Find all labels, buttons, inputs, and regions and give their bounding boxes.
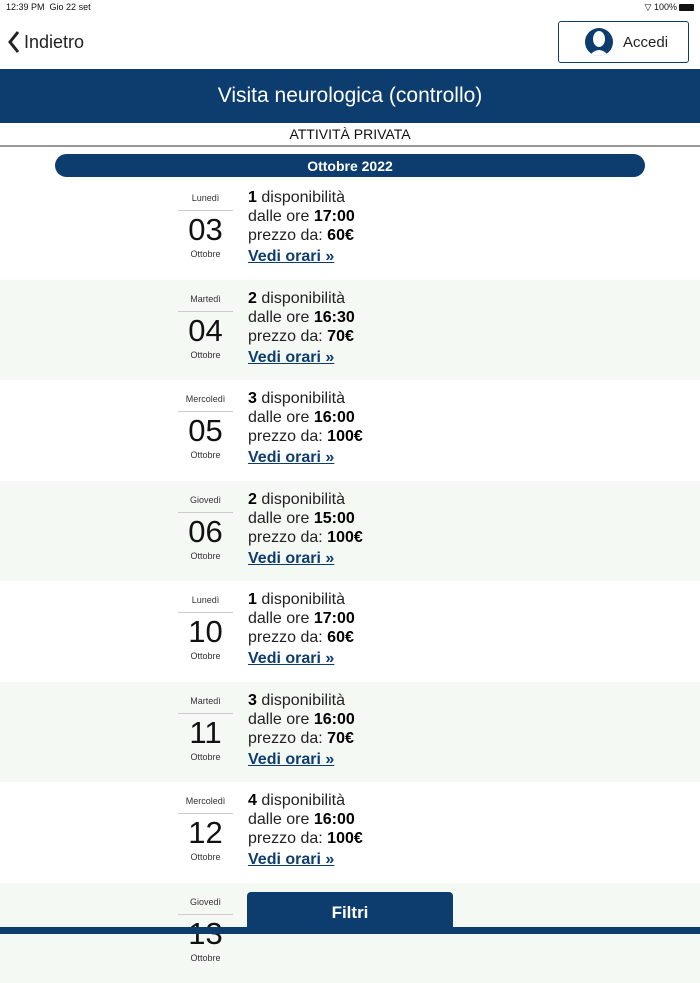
weekday: Lunedì [178, 593, 233, 613]
login-button[interactable]: Accedi [558, 21, 689, 63]
date-block: Martedì 04 Ottobre [178, 292, 233, 360]
month-name: Ottobre [178, 953, 233, 963]
weekday: Lunedì [178, 191, 233, 211]
month-name: Ottobre [178, 752, 233, 762]
availability-info: 1 disponibilità dalle ore 17:00 prezzo d… [248, 188, 355, 269]
user-avatar-icon [585, 28, 613, 56]
day-number: 12 [178, 814, 233, 852]
day-number: 11 [178, 714, 233, 752]
date-block: Mercoledì 05 Ottobre [178, 392, 233, 460]
date-block: Giovedì 06 Ottobre [178, 493, 233, 561]
see-times-link[interactable]: Vedi orari » [248, 245, 355, 269]
month-header: Ottobre 2022 [55, 154, 645, 177]
month-name: Ottobre [178, 852, 233, 862]
weekday: Martedì [178, 694, 233, 714]
day-row: Martedì 11 Ottobre 3 disponibilità dalle… [0, 682, 700, 783]
month-name: Ottobre [178, 350, 233, 360]
status-bar: 12:39 PM Gio 22 set ▽ 100% [0, 0, 700, 14]
day-row: Martedì 04 Ottobre 2 disponibilità dalle… [0, 280, 700, 381]
availability-info: 2 disponibilità dalle ore 16:30 prezzo d… [248, 289, 355, 370]
day-row: Lunedì 03 Ottobre 1 disponibilità dalle … [0, 179, 700, 280]
see-times-link[interactable]: Vedi orari » [248, 547, 363, 571]
day-row: Lunedì 10 Ottobre 1 disponibilità dalle … [0, 581, 700, 682]
battery-icon [679, 4, 694, 11]
day-number: 06 [178, 513, 233, 551]
chevron-left-icon [8, 30, 20, 54]
weekday: Giovedì [178, 493, 233, 513]
see-times-link[interactable]: Vedi orari » [248, 647, 355, 671]
bottom-bar [0, 927, 700, 934]
date-block: Lunedì 10 Ottobre [178, 593, 233, 661]
wifi-icon: ▽ [645, 2, 652, 12]
availability-info: 3 disponibilità dalle ore 16:00 prezzo d… [248, 389, 363, 470]
see-times-link[interactable]: Vedi orari » [248, 748, 355, 772]
nav-bar: Indietro Accedi [0, 14, 700, 69]
day-number: 05 [178, 412, 233, 450]
month-name: Ottobre [178, 651, 233, 661]
month-name: Ottobre [178, 551, 233, 561]
month-name: Ottobre [178, 249, 233, 259]
day-row: Mercoledì 12 Ottobre 4 disponibilità dal… [0, 782, 700, 883]
availability-info: 4 disponibilità dalle ore 16:00 prezzo d… [248, 791, 363, 872]
see-times-link[interactable]: Vedi orari » [248, 346, 355, 370]
day-row: Mercoledì 05 Ottobre 3 disponibilità dal… [0, 380, 700, 481]
day-number: 04 [178, 312, 233, 350]
weekday: Martedì [178, 292, 233, 312]
weekday: Mercoledì [178, 392, 233, 412]
availability-info: 1 disponibilità dalle ore 17:00 prezzo d… [248, 590, 355, 671]
back-button[interactable]: Indietro [8, 30, 84, 54]
date-block: Martedì 11 Ottobre [178, 694, 233, 762]
date-block: Mercoledì 12 Ottobre [178, 794, 233, 862]
month-name: Ottobre [178, 450, 233, 460]
availability-info: 2 disponibilità dalle ore 15:00 prezzo d… [248, 490, 363, 571]
availability-info: 3 disponibilità dalle ore 16:00 prezzo d… [248, 691, 355, 772]
day-row: Giovedì 06 Ottobre 2 disponibilità dalle… [0, 481, 700, 582]
day-number: 03 [178, 211, 233, 249]
page-title: Visita neurologica (controllo) [0, 69, 700, 123]
availability-list: Lunedì 03 Ottobre 1 disponibilità dalle … [0, 179, 700, 983]
see-times-link[interactable]: Vedi orari » [248, 446, 363, 470]
day-number: 10 [178, 613, 233, 651]
weekday: Mercoledì [178, 794, 233, 814]
page-subtitle: ATTIVITÀ PRIVATA [0, 123, 700, 147]
weekday: Giovedì [178, 895, 233, 915]
see-times-link[interactable]: Vedi orari » [248, 848, 363, 872]
date-block: Lunedì 03 Ottobre [178, 191, 233, 259]
